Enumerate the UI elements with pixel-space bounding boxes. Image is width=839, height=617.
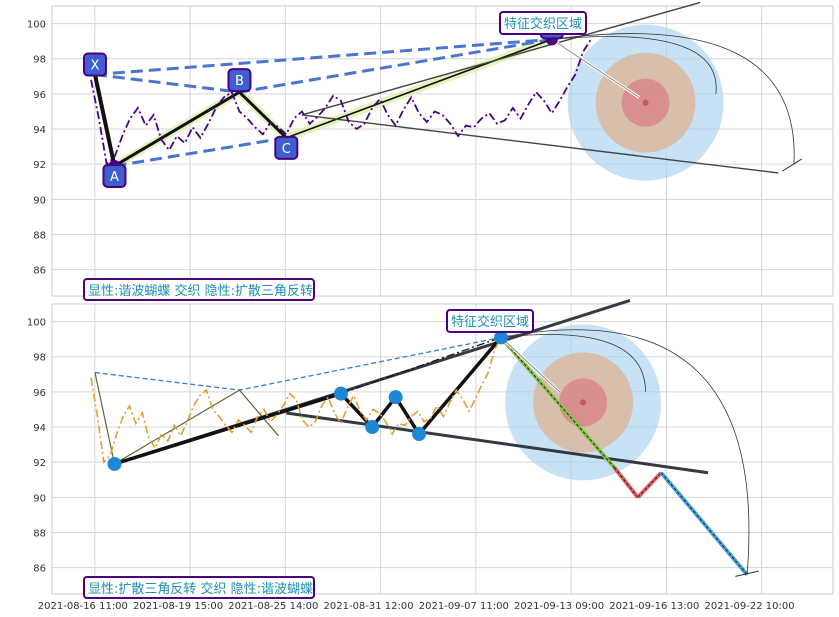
bottom-point-marker bbox=[412, 427, 427, 442]
top-price-line bbox=[90, 38, 592, 166]
bottom-point-marker bbox=[494, 330, 509, 345]
top-point-label-B: B bbox=[235, 74, 244, 89]
top-grid bbox=[52, 6, 833, 296]
bottom-x-tick-label: 2021-09-13 09:00 bbox=[514, 601, 604, 612]
top-y-tick-label: 96 bbox=[33, 90, 46, 101]
top-y-tick-label: 98 bbox=[33, 55, 46, 66]
bottom-x-tick-label: 2021-08-25 14:00 bbox=[228, 601, 318, 612]
bottom-x-tick-label: 2021-08-19 15:00 bbox=[133, 601, 223, 612]
bottom-x-tick-label: 2021-08-16 11:00 bbox=[38, 601, 128, 612]
bottom-feature-zone bbox=[505, 324, 662, 481]
top-feature-label-text: 特征交织区域 bbox=[504, 16, 582, 32]
top-arc-outer bbox=[551, 33, 795, 165]
bottom-dashdot-line bbox=[340, 336, 502, 395]
top-point-label-A: A bbox=[110, 170, 119, 185]
bottom-feature-label-text: 特征交织区域 bbox=[451, 314, 529, 330]
top-y-ticks: 86 88 90 92 94 96 98 100 bbox=[27, 20, 46, 277]
bottom-pattern-lines bbox=[94, 299, 759, 577]
bottom-x-tick-label: 2021-09-22 10:00 bbox=[705, 601, 795, 612]
top-y-tick-label: 94 bbox=[33, 125, 46, 136]
bottom-y-tick-label: 86 bbox=[33, 564, 46, 575]
top-plot-area bbox=[51, 5, 834, 297]
bottom-grid bbox=[52, 304, 833, 594]
bottom-price-line bbox=[90, 337, 502, 464]
bottom-point-marker bbox=[388, 390, 403, 405]
top-zone-center bbox=[642, 99, 649, 106]
bottom-x-tick-label: 2021-09-16 13:00 bbox=[609, 601, 699, 612]
bottom-point-marker bbox=[107, 456, 122, 471]
top-point-box-C bbox=[274, 135, 299, 160]
top-feature-label: 特征交织区域 bbox=[499, 11, 587, 35]
top-arc-inner bbox=[551, 36, 717, 94]
bottom-zone-center bbox=[580, 399, 587, 406]
bottom-triangle-lower bbox=[286, 411, 709, 475]
top-point-label-X: X bbox=[91, 59, 100, 74]
bottom-y-tick-label: 92 bbox=[33, 458, 46, 469]
top-triangle-lower bbox=[301, 114, 779, 174]
bottom-legend-box: 显性:扩散三角反转 交织 隐性:谐波蝴蝶 bbox=[83, 576, 315, 599]
bottom-projection-dots bbox=[637, 472, 662, 498]
top-point-label-C: C bbox=[282, 142, 291, 157]
bottom-y-ticks: 86 88 90 92 94 96 98 100 bbox=[27, 318, 46, 575]
bottom-x-tick-label: 2021-09-07 11:00 bbox=[419, 601, 509, 612]
bottom-y-tick-label: 94 bbox=[33, 423, 46, 434]
top-leg-xa bbox=[92, 74, 117, 167]
top-arc-tick bbox=[781, 158, 803, 172]
top-dashed-ac bbox=[114, 136, 287, 168]
bottom-y-tick-label: 96 bbox=[33, 388, 46, 399]
bottom-price-series bbox=[90, 337, 502, 464]
top-dashed-xd bbox=[94, 37, 552, 77]
bottom-y-tick-label: 90 bbox=[33, 493, 46, 504]
top-price-series bbox=[90, 38, 592, 166]
bottom-feature-label: 特征交织区域 bbox=[446, 309, 534, 333]
top-y-tick-label: 88 bbox=[33, 230, 46, 241]
top-arrow-outline bbox=[551, 38, 640, 98]
top-triangle-upper bbox=[301, 1, 701, 116]
bottom-pattern-points bbox=[107, 330, 509, 471]
bottom-legend-text: 显性:扩散三角反转 交织 隐性:谐波蝴蝶 bbox=[88, 581, 313, 597]
bottom-projection-dots bbox=[500, 337, 615, 468]
bottom-point-marker bbox=[333, 386, 348, 401]
bottom-y-tick-label: 98 bbox=[33, 353, 46, 364]
bottom-harmonic-legs bbox=[94, 372, 279, 465]
bottom-projection-dots bbox=[613, 467, 639, 498]
top-y-tick-label: 86 bbox=[33, 266, 46, 277]
top-y-tick-label: 90 bbox=[33, 195, 46, 206]
top-point-box-A bbox=[102, 163, 127, 188]
top-point-box-X bbox=[82, 52, 107, 77]
bottom-arc-inner bbox=[501, 334, 646, 392]
top-leg-cd bbox=[286, 38, 553, 139]
bottom-arc-tick bbox=[735, 570, 759, 577]
top-point-box-B bbox=[227, 68, 252, 93]
bottom-plot-area bbox=[51, 303, 834, 595]
bottom-y-tick-label: 88 bbox=[33, 528, 46, 539]
bottom-x-ticks: 2021-08-16 11:00 2021-08-19 15:00 2021-08-… bbox=[38, 601, 795, 612]
bottom-projection-dots bbox=[660, 472, 748, 575]
bottom-y-tick-label: 100 bbox=[27, 318, 46, 329]
top-y-tick-label: 100 bbox=[27, 20, 46, 31]
top-feature-zone bbox=[567, 24, 724, 181]
top-y-tick-label: 92 bbox=[33, 160, 46, 171]
bottom-arc-outer bbox=[501, 329, 750, 575]
bottom-arrow-outline bbox=[500, 337, 560, 393]
top-legend-text: 显性:谐波蝴蝶 交织 隐性:扩散三角反转 bbox=[88, 283, 313, 299]
top-legend-box: 显性:谐波蝴蝶 交织 隐性:扩散三角反转 bbox=[83, 278, 315, 301]
bottom-point-marker bbox=[365, 420, 380, 435]
bottom-zigzag bbox=[113, 336, 503, 466]
bottom-x-tick-label: 2021-08-31 12:00 bbox=[324, 601, 414, 612]
